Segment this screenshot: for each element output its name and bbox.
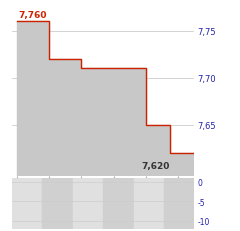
Bar: [164, 178, 194, 229]
Bar: [12, 178, 42, 229]
Polygon shape: [17, 22, 194, 177]
Bar: [42, 178, 73, 229]
Text: 7,620: 7,620: [141, 161, 169, 170]
Bar: [103, 178, 134, 229]
Text: 7,760: 7,760: [18, 11, 47, 20]
Bar: [73, 178, 103, 229]
Bar: [134, 178, 164, 229]
